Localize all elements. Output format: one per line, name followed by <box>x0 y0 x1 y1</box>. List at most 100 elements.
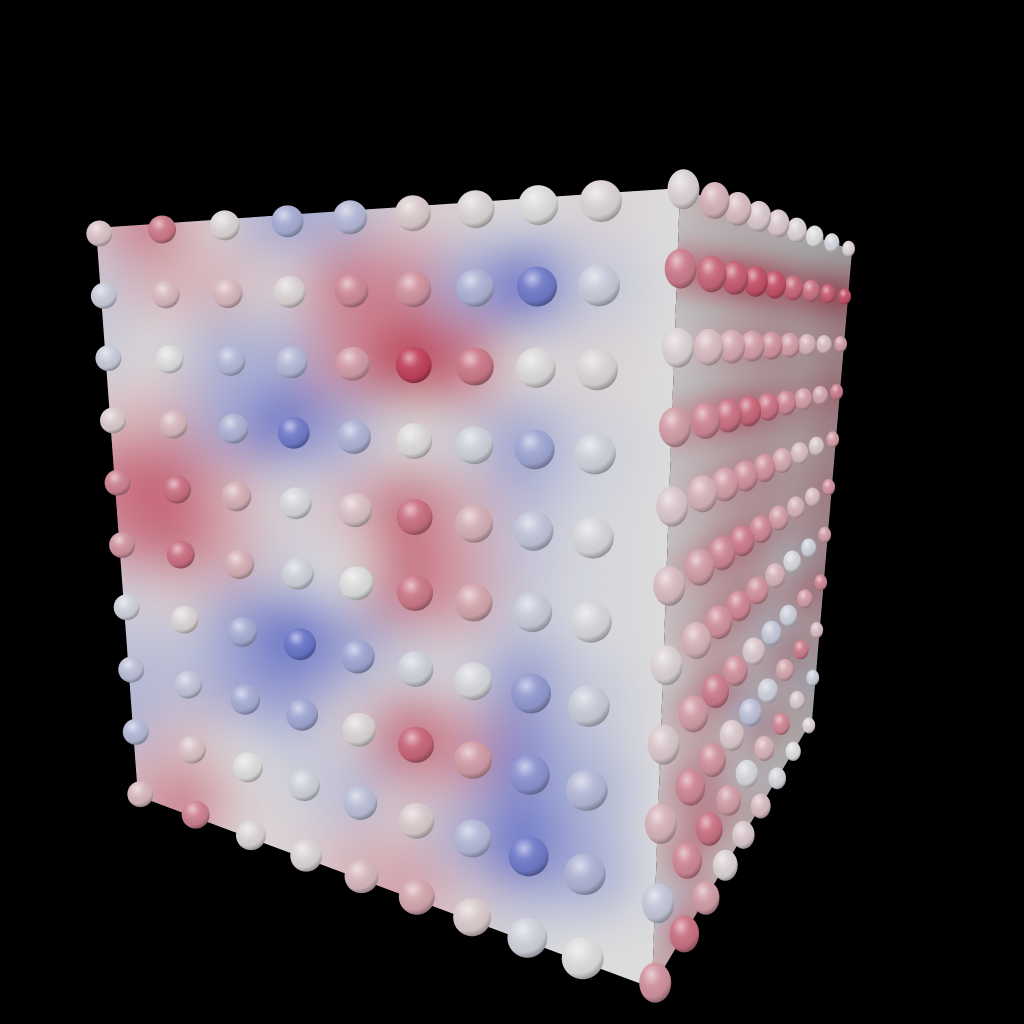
sphere-glyph <box>509 754 550 795</box>
sphere-glyph <box>708 536 736 571</box>
sphere-glyph <box>333 200 368 235</box>
sphere-glyph <box>109 531 136 558</box>
front-face-sphere-glyphs <box>86 180 622 980</box>
sphere-glyph <box>779 604 798 627</box>
sphere-glyph <box>230 684 261 715</box>
sphere-glyph <box>159 410 188 439</box>
sphere-glyph <box>343 785 378 820</box>
sphere-glyph <box>336 419 371 454</box>
sphere-glyph <box>209 210 240 241</box>
sphere-glyph <box>342 712 377 747</box>
sphere-glyph <box>699 182 730 220</box>
sphere-glyph <box>678 695 709 733</box>
sphere-glyph <box>561 937 604 980</box>
sphere-glyph <box>579 180 622 223</box>
sphere-glyph <box>742 637 766 666</box>
sphere-glyph <box>118 656 145 683</box>
sphere-glyph <box>816 334 832 354</box>
sphere-glyph <box>396 498 433 535</box>
sphere-glyph <box>806 669 820 686</box>
sphere-glyph <box>798 333 816 356</box>
sphere-glyph <box>224 549 255 580</box>
sphere-glyph <box>779 332 800 358</box>
sphere-glyph <box>790 442 809 465</box>
sphere-glyph <box>454 662 493 701</box>
sphere-glyph <box>221 481 252 512</box>
sphere-glyph <box>838 288 851 305</box>
sphere-glyph <box>95 345 122 372</box>
right-face-sphere-glyphs <box>639 169 855 1003</box>
sphere-glyph <box>735 759 759 788</box>
sphere-glyph <box>842 240 855 257</box>
sphere-glyph <box>794 388 813 411</box>
sphere-glyph <box>757 678 778 704</box>
sphere-glyph <box>805 225 824 248</box>
sphere-glyph <box>517 266 558 307</box>
sphere-glyph <box>693 328 724 366</box>
sphere-glyph <box>453 898 492 937</box>
sphere-glyph <box>170 605 199 634</box>
sphere-glyph <box>768 767 787 790</box>
sphere-glyph <box>334 273 369 308</box>
sphere-glyph <box>749 515 773 544</box>
sphere-glyph <box>453 819 492 858</box>
sphere-glyph <box>563 853 606 896</box>
sphere-glyph <box>215 345 246 376</box>
sphere-glyph <box>456 268 495 307</box>
sphere-glyph <box>575 348 618 391</box>
sphere-glyph <box>714 398 742 433</box>
sphere-glyph <box>675 768 706 806</box>
sphere-glyph <box>739 330 765 362</box>
sphere-glyph <box>763 270 786 299</box>
sphere-glyph <box>810 622 824 639</box>
sphere-glyph <box>286 698 319 731</box>
sphere-glyph <box>772 713 790 736</box>
sphere-glyph <box>818 526 832 543</box>
sphere-glyph <box>692 880 720 915</box>
sphere-glyph <box>644 803 677 844</box>
sphere-glyph <box>684 548 715 586</box>
sphere-glyph <box>569 600 612 643</box>
sphere-glyph <box>786 217 807 243</box>
sphere-glyph <box>724 191 752 226</box>
sphere-glyph <box>746 576 769 605</box>
sphere-glyph <box>783 550 801 573</box>
sphere-glyph <box>822 479 836 496</box>
sphere-glyph <box>511 673 552 714</box>
sphere-glyph <box>767 209 790 238</box>
sphere-glyph <box>775 390 796 416</box>
sphere-glyph <box>664 248 697 289</box>
sphere-glyph <box>746 200 772 232</box>
sphere-glyph <box>283 628 316 661</box>
sphere-glyph <box>277 416 310 449</box>
sphere-glyph <box>719 719 745 751</box>
sphere-glyph <box>690 402 721 440</box>
sphere-glyph <box>653 565 686 606</box>
sphere-glyph <box>743 265 768 297</box>
sphere-glyph <box>696 255 727 293</box>
sphere-glyph <box>515 347 556 388</box>
sphere-glyph <box>647 724 680 765</box>
sphere-glyph <box>151 280 180 309</box>
sphere-glyph <box>658 407 691 448</box>
sphere-glyph <box>155 345 184 374</box>
sphere-glyph <box>765 563 786 589</box>
sphere-glyph <box>701 674 730 709</box>
sphere-glyph <box>514 429 555 470</box>
sphere-glyph <box>753 454 776 483</box>
sphere-glyph <box>722 655 748 687</box>
sphere-glyph <box>113 594 140 621</box>
sphere-glyph <box>518 185 559 226</box>
sphere-glyph <box>565 768 608 811</box>
sphere-glyph <box>732 460 758 492</box>
sphere-glyph <box>455 426 494 465</box>
sphere-glyph <box>273 275 306 308</box>
sphere-glyph <box>785 741 801 761</box>
sphere-glyph <box>768 505 789 531</box>
sphere-glyph <box>288 769 321 802</box>
sphere-glyph <box>513 510 554 551</box>
sphere-glyph <box>820 284 836 304</box>
sphere-glyph <box>166 540 195 569</box>
sphere-glyph <box>397 574 434 611</box>
sphere-glyph <box>834 336 848 353</box>
